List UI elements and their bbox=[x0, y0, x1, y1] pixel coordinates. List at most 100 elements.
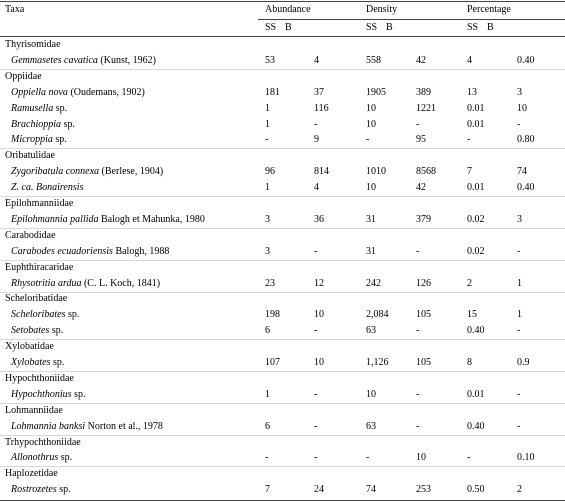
value: 31 bbox=[366, 245, 376, 257]
taxon-name: Zygoribatula connexa bbox=[11, 166, 100, 178]
taxon: Xylobates sp. bbox=[11, 357, 64, 369]
value: 1010 bbox=[366, 166, 386, 178]
taxon: Scheloribates sp. bbox=[11, 309, 79, 321]
value: 9 bbox=[314, 134, 319, 146]
value: - bbox=[416, 118, 420, 130]
value: 4 bbox=[314, 182, 319, 194]
value: 23 bbox=[265, 277, 275, 289]
taxon-name: Allonothrus bbox=[11, 452, 59, 464]
family: Lohmanniidae bbox=[5, 404, 63, 416]
value: 6 bbox=[265, 325, 270, 337]
taxon-name: Gemmasetes cavatica bbox=[11, 54, 98, 66]
taxon-name: Microppia bbox=[11, 134, 53, 146]
value: 1 bbox=[517, 309, 522, 321]
taxon-name: Z. ca. Bonairensis bbox=[11, 182, 84, 194]
value: 13 bbox=[467, 86, 477, 98]
value: 0.01 bbox=[467, 388, 485, 400]
value: 10 bbox=[517, 102, 527, 114]
value: 36 bbox=[314, 213, 324, 225]
separator bbox=[0, 291, 565, 293]
taxon: Ramusella sp. bbox=[11, 103, 67, 115]
taxon-author: sp. bbox=[60, 452, 73, 464]
taxon-name: Rostrozetes bbox=[11, 484, 57, 496]
value: 181 bbox=[265, 86, 280, 98]
value: - bbox=[366, 134, 370, 146]
value: 2 bbox=[467, 277, 472, 289]
value: 126 bbox=[416, 277, 431, 289]
value: 379 bbox=[416, 213, 431, 225]
value: 4 bbox=[314, 54, 319, 66]
value: 1,126 bbox=[366, 357, 389, 368]
value: 63 bbox=[366, 325, 376, 337]
separator bbox=[0, 148, 565, 150]
value: 42 bbox=[416, 182, 426, 194]
taxon-name: Xylobates bbox=[11, 357, 51, 368]
separator bbox=[0, 259, 565, 261]
taxon: Z. ca. Bonairensis bbox=[11, 182, 83, 194]
taxon-author: sp. bbox=[59, 484, 71, 496]
value: - bbox=[265, 134, 269, 146]
family: Haplozetidae bbox=[5, 468, 58, 480]
value: 198 bbox=[265, 309, 280, 321]
value: 558 bbox=[366, 54, 381, 66]
rule bbox=[258, 19, 565, 20]
rule bbox=[0, 36, 565, 37]
value: 24 bbox=[314, 484, 324, 496]
separator bbox=[0, 227, 565, 229]
taxon-author: sp. bbox=[67, 309, 80, 321]
taxon: Oppiella nova (Oudemans, 1902) bbox=[11, 87, 145, 99]
value: 1 bbox=[265, 182, 270, 194]
value: 242 bbox=[366, 277, 381, 289]
taxon-author: Norton et al., 1978 bbox=[87, 420, 163, 432]
taxon-author: (Berlese, 1904) bbox=[101, 166, 164, 178]
value: 10 bbox=[314, 309, 324, 321]
family: Carabodidae bbox=[5, 229, 56, 241]
column-header: Percentage bbox=[467, 4, 511, 15]
sub-header: SS bbox=[366, 22, 378, 33]
value: 10 bbox=[366, 182, 376, 194]
value: 10 bbox=[366, 102, 376, 114]
value: - bbox=[314, 388, 318, 400]
taxon: Carabodes ecuadoriensis Balogh, 1988 bbox=[11, 246, 169, 258]
value: 3 bbox=[517, 213, 522, 225]
value: 37 bbox=[314, 86, 324, 98]
value: 105 bbox=[416, 357, 431, 368]
value: 2,084 bbox=[366, 309, 389, 321]
family: Thyrisomidae bbox=[5, 39, 61, 50]
value: 63 bbox=[366, 420, 376, 432]
value: 0.01 bbox=[467, 102, 485, 114]
value: 253 bbox=[416, 484, 431, 496]
value: - bbox=[517, 325, 521, 337]
value: 1 bbox=[265, 388, 270, 400]
taxon-author: (Kunst, 1962) bbox=[100, 54, 156, 66]
value: 0.02 bbox=[467, 245, 485, 257]
value: 15 bbox=[467, 309, 477, 321]
value: 8 bbox=[467, 357, 472, 368]
separator bbox=[0, 466, 565, 468]
taxon-author: (Oudemans, 1902) bbox=[70, 86, 145, 98]
value: - bbox=[416, 245, 420, 257]
value: 1 bbox=[517, 277, 522, 289]
rule bbox=[0, 500, 565, 501]
separator bbox=[0, 68, 565, 70]
taxon-author: Balogh et Mahunka, 1980 bbox=[101, 213, 205, 225]
value: 814 bbox=[314, 166, 329, 178]
value: 95 bbox=[416, 134, 426, 146]
value: - bbox=[314, 420, 318, 432]
value: - bbox=[314, 325, 318, 337]
value: 0.80 bbox=[517, 134, 535, 146]
sub-header: B bbox=[487, 22, 494, 33]
value: - bbox=[416, 388, 420, 400]
taxon-name: Setobates bbox=[11, 325, 50, 337]
value: 1 bbox=[265, 118, 270, 130]
value: 10 bbox=[366, 388, 376, 400]
taxon-name: Lohmannia banksi bbox=[11, 420, 86, 432]
value: 0.01 bbox=[467, 182, 485, 194]
sub-header: SS bbox=[467, 22, 479, 33]
separator bbox=[0, 371, 565, 372]
taxon-author: sp. bbox=[52, 357, 65, 368]
value: - bbox=[517, 118, 521, 130]
family: Scheloribatidae bbox=[5, 293, 68, 305]
taxon-author: (C. L. Koch, 1841) bbox=[83, 277, 161, 289]
